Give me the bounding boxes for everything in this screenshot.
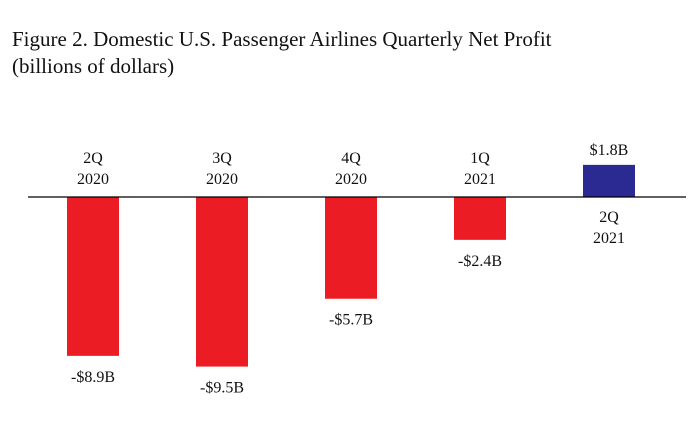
bar-4 (454, 197, 506, 240)
data-label-5: $1.8B (590, 142, 629, 159)
data-label-3: -$5.7B (329, 312, 373, 329)
category-label-5-quarter: 2Q (599, 209, 619, 226)
data-label-4: -$2.4B (458, 253, 502, 270)
chart-subtitle: (billions of dollars) (12, 54, 175, 78)
bar-1 (67, 197, 119, 356)
data-label-2: -$9.5B (200, 380, 244, 397)
category-label-1-quarter: 2Q (83, 150, 103, 167)
chart-title-line-1: Figure 2. Domestic U.S. Passenger Airlin… (12, 27, 552, 51)
data-label-1: -$8.9B (71, 369, 115, 386)
bar-5 (583, 164, 635, 197)
category-label-3-year: 2020 (335, 171, 367, 188)
bar-3 (325, 197, 377, 299)
category-label-5-year: 2021 (593, 230, 625, 247)
category-label-1-year: 2020 (77, 171, 109, 188)
bar-2 (196, 197, 248, 367)
category-label-4-quarter: 1Q (470, 150, 490, 167)
category-label-2-year: 2020 (206, 171, 238, 188)
category-label-2-quarter: 3Q (212, 150, 232, 167)
category-label-3-quarter: 4Q (341, 150, 361, 167)
chart-title: Figure 2. Domestic U.S. Passenger Airlin… (12, 26, 692, 80)
category-label-4-year: 2021 (464, 171, 496, 188)
